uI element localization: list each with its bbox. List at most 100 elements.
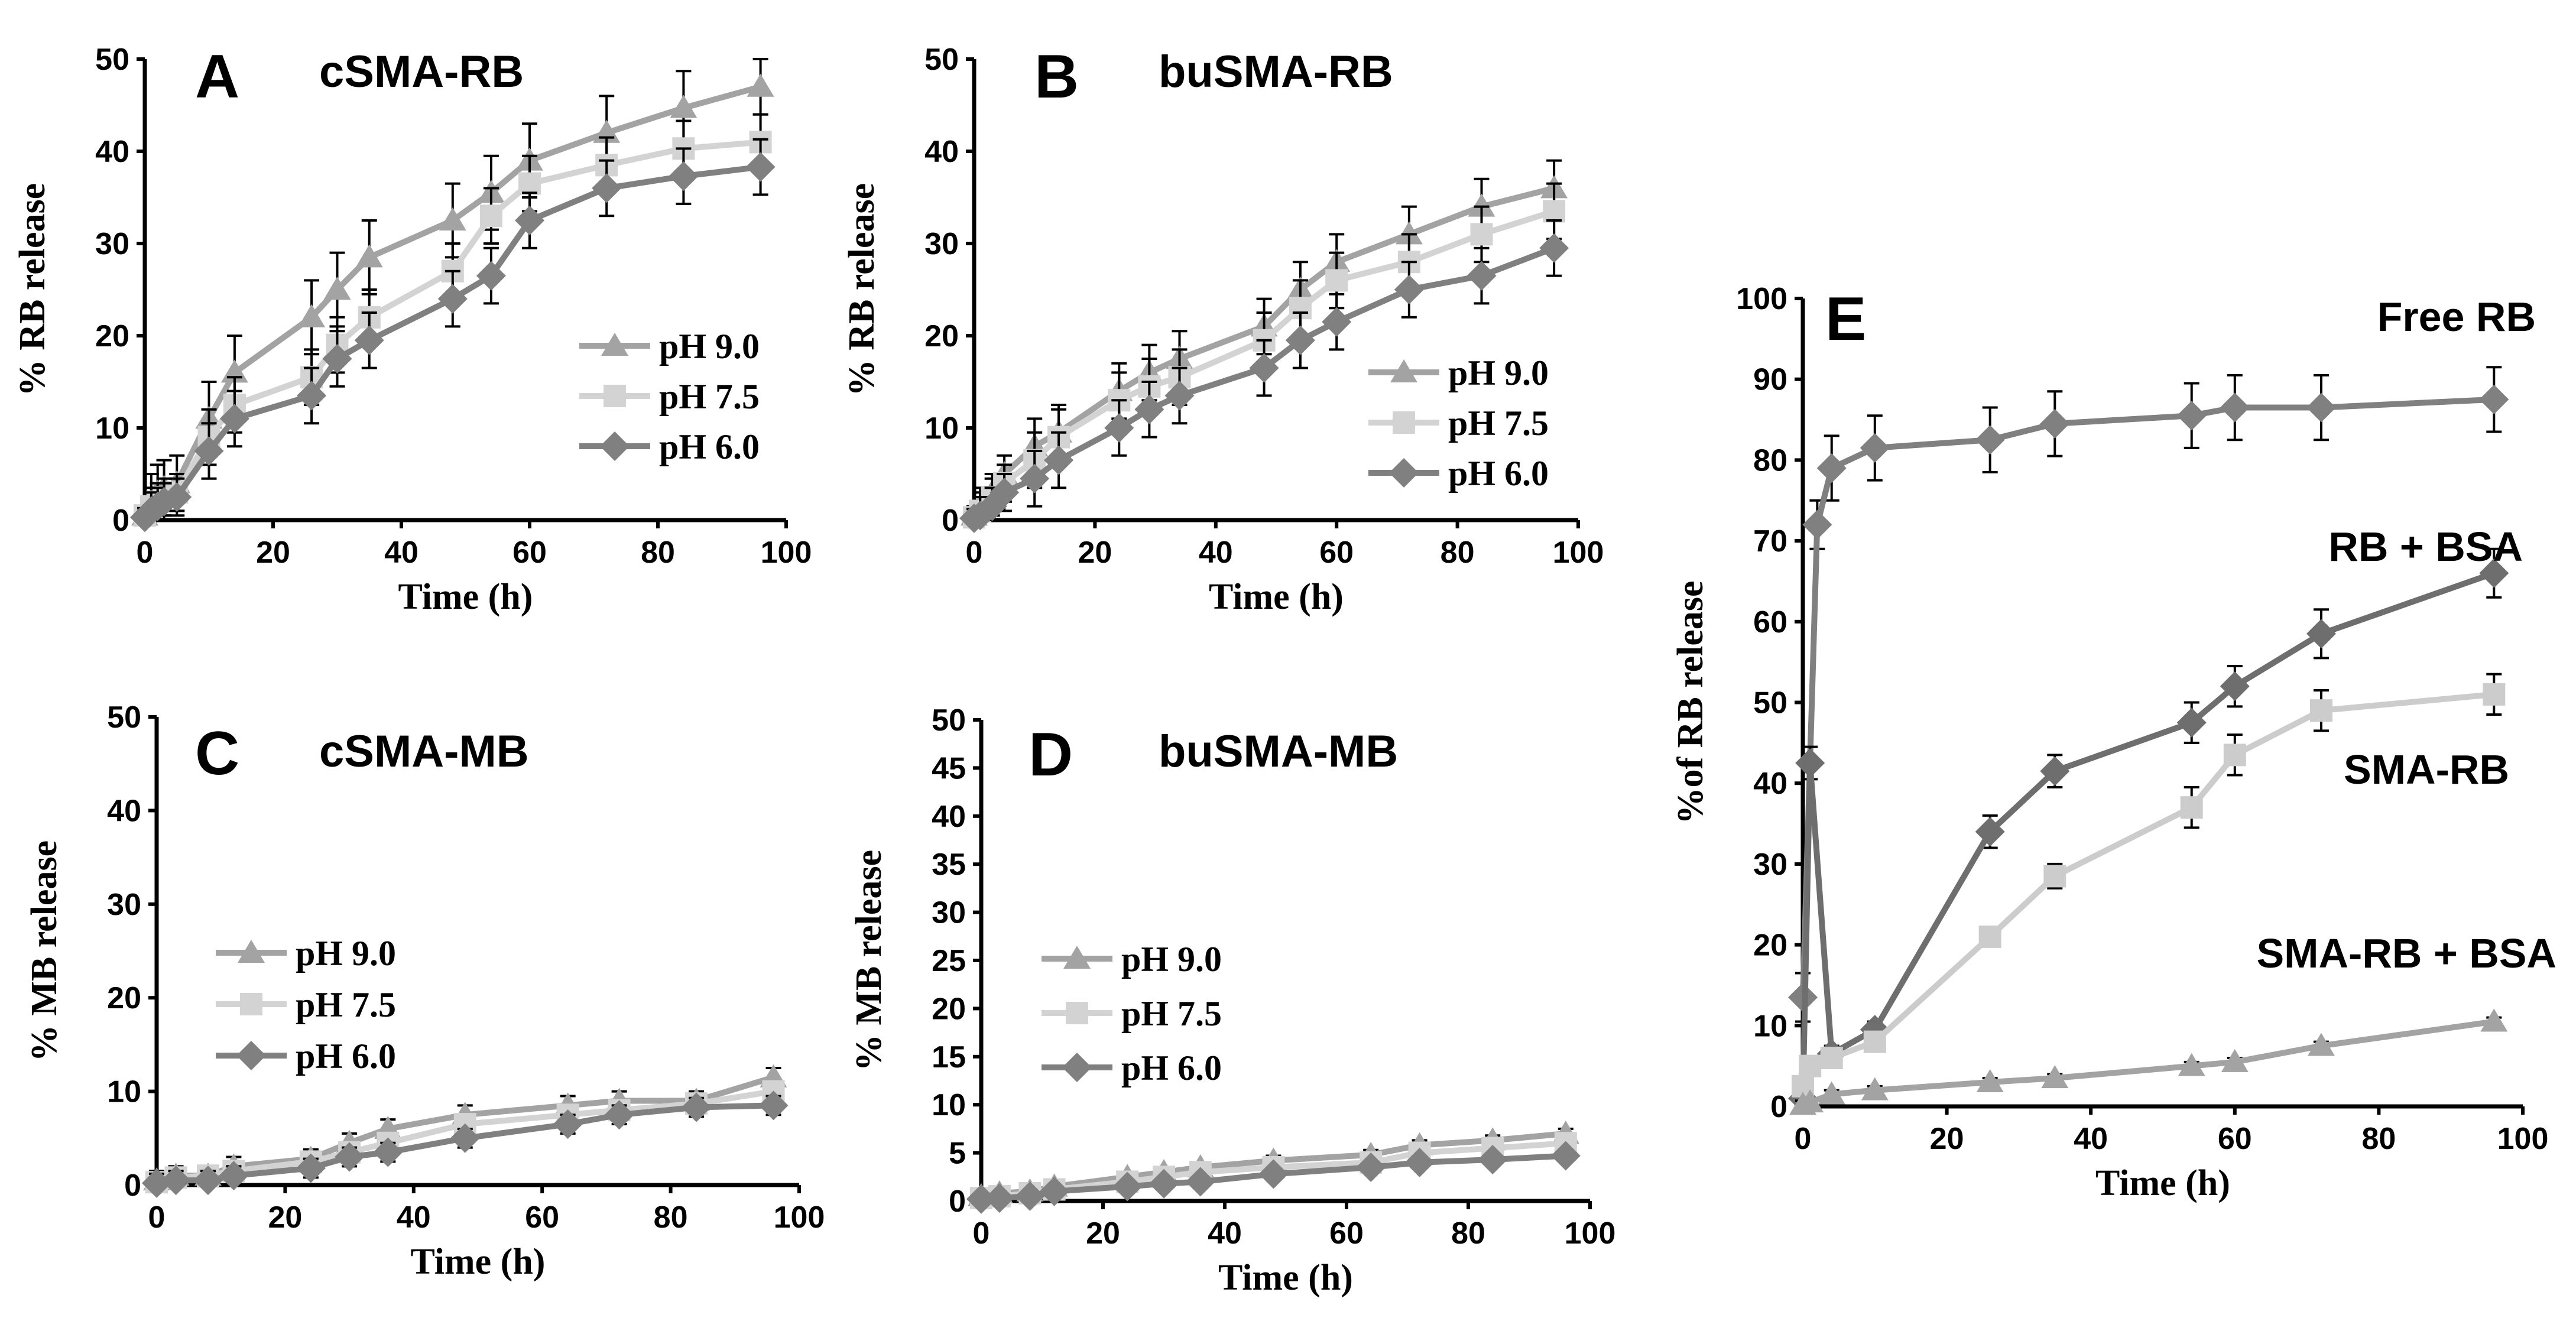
panel-letter: B	[1034, 43, 1079, 111]
legend: pH 9.0 pH 7.5 pH 6.0	[1368, 353, 1549, 493]
data-point	[1975, 817, 2005, 847]
data-point	[1820, 1046, 1843, 1069]
data-point	[354, 325, 384, 355]
x-axis-label: Time (h)	[398, 577, 533, 617]
y-tick-label: 60	[1753, 605, 1787, 639]
data-point	[1185, 1167, 1215, 1197]
x-axis-label: Time (h)	[1218, 1258, 1353, 1298]
legend-label: pH 6.0	[1121, 1048, 1222, 1087]
y-tick-label: 45	[932, 751, 966, 785]
data-point	[1975, 425, 2005, 455]
data-point	[2041, 1065, 2069, 1089]
data-point	[1550, 1141, 1581, 1171]
data-point	[1478, 1144, 1508, 1174]
x-tick-label: 60	[1319, 535, 1354, 570]
y-tick-label: 10	[924, 411, 959, 446]
panel-title: buSMA-RB	[1159, 47, 1393, 97]
data-point	[2480, 1008, 2508, 1032]
y-tick-label: 15	[932, 1040, 966, 1074]
y-tick-label: 0	[112, 504, 129, 538]
data-point	[989, 478, 1020, 508]
data-point	[604, 1100, 634, 1130]
series-ph-6-0	[142, 1090, 789, 1198]
x-tick-label: 100	[761, 535, 812, 570]
panel-b: 0 10 20 30 40 50 0 20 40 60 80 100 Time (h) % RB rele…	[842, 43, 1604, 617]
data-point	[745, 152, 776, 182]
series-line	[1800, 396, 2494, 998]
data-point	[1861, 1077, 1889, 1100]
x-tick-label: 80	[1451, 1216, 1485, 1251]
y-tick-label: 50	[95, 43, 129, 77]
data-point	[1112, 1171, 1143, 1202]
x-tick-label: 100	[1565, 1216, 1616, 1251]
x-tick-label: 80	[1441, 535, 1475, 570]
y-tick-label: 40	[932, 800, 966, 834]
y-axis-label: % RB release	[12, 183, 53, 396]
data-point	[682, 1092, 712, 1122]
y-tick-label: 10	[932, 1088, 966, 1122]
data-point	[298, 304, 326, 327]
x-tick-label: 20	[1086, 1216, 1120, 1251]
x-tick-label: 100	[774, 1200, 825, 1235]
legend-marker	[236, 1041, 266, 1070]
x-tick-label: 60	[512, 535, 547, 570]
data-point	[1134, 394, 1164, 424]
legend-marker	[1062, 1053, 1092, 1082]
legend-marker	[238, 940, 265, 963]
y-tick-label: 50	[1753, 686, 1787, 720]
data-point	[219, 1161, 249, 1191]
legend-label: pH 9.0	[1448, 353, 1549, 392]
data-point	[1796, 1089, 1824, 1113]
y-tick-label: 0	[1770, 1090, 1787, 1124]
data-point	[1802, 509, 1832, 540]
data-point	[1795, 748, 1825, 778]
data-point	[2043, 865, 2066, 888]
data-point	[162, 482, 192, 512]
panel-title: cSMA-MB	[319, 726, 529, 777]
data-point	[373, 1137, 403, 1167]
y-tick-label: 30	[1753, 848, 1787, 882]
y-tick-label: 30	[95, 227, 129, 261]
data-point	[2479, 558, 2509, 588]
series-line	[1802, 1018, 2494, 1108]
data-point	[1285, 325, 1315, 355]
x-tick-label: 80	[2361, 1122, 2396, 1156]
legend-marker	[1063, 946, 1091, 969]
series-annotation: SMA-RB + BSA	[2256, 930, 2556, 976]
panel-letter: A	[195, 43, 239, 111]
data-point	[1860, 433, 1890, 463]
x-tick-label: 20	[256, 535, 290, 570]
legend-marker	[1390, 359, 1417, 382]
y-tick-label: 20	[932, 992, 966, 1026]
data-point	[2309, 699, 2332, 722]
x-tick-label: 80	[654, 1200, 688, 1235]
data-point	[2483, 683, 2506, 706]
legend-label: pH 9.0	[659, 327, 760, 366]
y-tick-label: 50	[924, 43, 959, 77]
series-sma-rb	[1792, 673, 2506, 1098]
y-tick-label: 90	[1753, 363, 1787, 397]
data-point	[1816, 453, 1847, 483]
y-tick-label: 0	[124, 1168, 141, 1203]
data-point	[1020, 463, 1050, 494]
data-point	[1015, 1181, 1045, 1211]
x-axis-label: Time (h)	[411, 1242, 546, 1282]
y-tick-label: 80	[1753, 443, 1787, 478]
panel-letter: E	[1825, 285, 1866, 353]
legend-marker	[600, 431, 630, 461]
data-point	[592, 173, 622, 203]
data-point	[2306, 619, 2336, 649]
legend-marker	[1066, 1002, 1088, 1024]
x-axis-label: Time (h)	[1209, 577, 1344, 617]
y-tick-label: 70	[1753, 524, 1787, 559]
data-point	[670, 95, 697, 118]
data-point	[335, 1142, 365, 1172]
data-point	[1468, 193, 1495, 217]
data-point	[515, 206, 544, 235]
data-point	[1149, 1168, 1179, 1199]
data-point	[2306, 392, 2336, 423]
data-point	[1976, 1069, 2004, 1092]
series-ph-6-0	[959, 219, 1569, 533]
y-axis-label: % MB release	[24, 840, 64, 1061]
y-tick-label: 100	[1736, 282, 1787, 316]
